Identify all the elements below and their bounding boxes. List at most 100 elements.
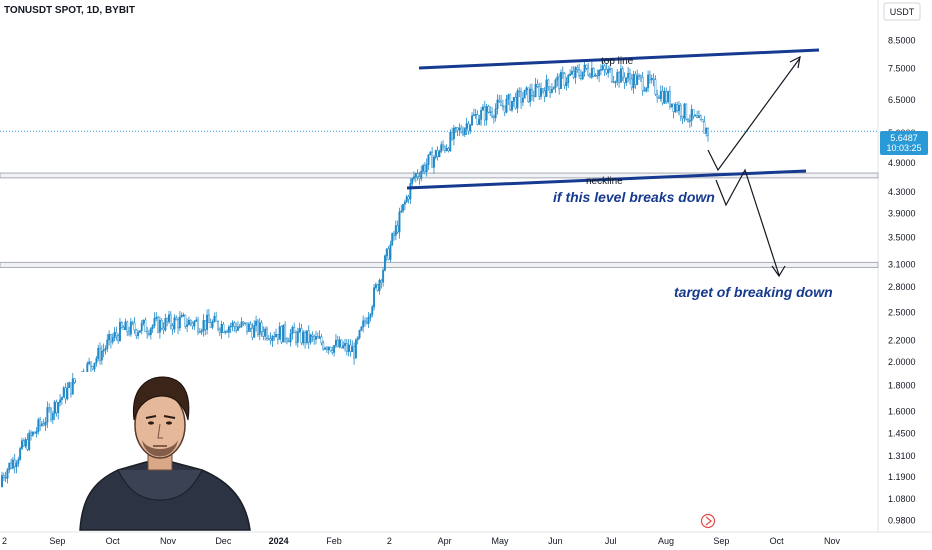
candle-body <box>590 68 593 78</box>
candle-body <box>295 332 297 343</box>
candle-body <box>498 99 501 102</box>
candle-body <box>316 336 319 339</box>
candle-body <box>630 78 633 89</box>
candle-body <box>275 334 278 338</box>
candle-body <box>66 387 69 400</box>
candle-body <box>683 103 686 119</box>
candle-body <box>489 111 492 113</box>
candle-body <box>285 338 288 342</box>
candle-body <box>122 327 125 330</box>
candle-body <box>505 98 508 113</box>
candle-body <box>100 351 103 361</box>
y-tick-label: 1.8000 <box>888 380 916 390</box>
candle-body <box>322 342 325 350</box>
candle-body <box>244 322 247 324</box>
candle-body <box>583 64 586 73</box>
candle-body <box>191 322 194 327</box>
candle-body <box>289 333 292 343</box>
candle-body <box>616 72 619 83</box>
currency-box[interactable] <box>883 2 921 21</box>
candle-body <box>478 119 481 125</box>
candle-body <box>665 91 668 103</box>
candle-body <box>324 347 327 350</box>
y-axis: 8.50007.50006.50005.60004.90004.30003.90… <box>888 35 916 525</box>
candle-body <box>511 101 513 111</box>
candle-body <box>647 74 650 89</box>
candle-body <box>344 343 346 346</box>
candle-body <box>514 97 517 109</box>
candle-body <box>146 331 149 334</box>
candle-body <box>383 255 386 271</box>
x-tick-label: May <box>491 536 509 546</box>
candle-body <box>659 90 662 99</box>
candle-body <box>690 109 693 121</box>
candle-body <box>500 101 503 107</box>
candle-body <box>516 90 519 109</box>
candle-body <box>51 413 54 420</box>
candle-body <box>224 331 227 333</box>
candle-body <box>599 69 602 71</box>
candle-body <box>318 336 321 339</box>
candle-body <box>351 346 354 352</box>
candle-body <box>305 330 308 343</box>
portrait-illustration <box>76 372 253 531</box>
candle-body <box>701 119 704 123</box>
candle-body <box>137 332 140 336</box>
candle-body <box>431 151 434 168</box>
candle-body <box>278 326 281 340</box>
candle-body <box>661 90 664 104</box>
candle-body <box>189 319 192 324</box>
chart-title: TONUSDT SPOT, 1D, BYBIT <box>4 5 135 16</box>
candle-body <box>173 317 176 330</box>
candle-body <box>311 334 314 337</box>
candle-body <box>155 316 158 319</box>
candle-body <box>679 105 682 117</box>
candle-body <box>115 332 118 336</box>
candle-body <box>209 322 212 328</box>
candle-body <box>365 321 368 324</box>
candle-body <box>260 322 263 332</box>
candle-body <box>264 328 267 337</box>
replay-icon[interactable] <box>700 513 716 529</box>
candle-body <box>610 68 613 82</box>
candle-body <box>663 91 666 104</box>
candle-body <box>4 477 7 479</box>
candle-body <box>463 128 466 136</box>
candle-body <box>218 328 221 333</box>
candle-body <box>262 331 265 337</box>
candle-body <box>540 88 542 97</box>
candle-body <box>472 114 475 116</box>
candle-body <box>280 326 283 343</box>
candle-body <box>158 320 161 333</box>
candle-body <box>552 87 555 90</box>
upside-projection-arrow <box>707 57 801 172</box>
top-line-label: top line <box>601 56 634 67</box>
candle-body <box>340 339 343 349</box>
neckline-trendline[interactable] <box>406 169 807 190</box>
candle-body <box>133 322 136 331</box>
top-trendline[interactable] <box>418 48 820 70</box>
candle-body <box>639 75 642 78</box>
candle-body <box>501 105 504 107</box>
candle-body <box>68 382 71 389</box>
candle-body <box>71 378 74 395</box>
currency-label[interactable]: USDT <box>890 7 915 17</box>
candle-body <box>124 321 127 330</box>
candle-body <box>358 330 361 339</box>
candle-body <box>247 323 250 332</box>
candle-body <box>627 73 630 79</box>
candle-body <box>482 106 484 111</box>
candle-body <box>507 94 510 100</box>
target-note: target of breaking down <box>674 284 833 300</box>
candle-body <box>300 328 303 344</box>
candle-body <box>255 320 258 326</box>
candle-body <box>389 244 392 260</box>
candle-body <box>30 432 32 436</box>
candle-body <box>15 462 18 468</box>
candle-body <box>240 321 243 327</box>
candle-body <box>494 108 497 119</box>
candle-body <box>282 324 285 343</box>
candle-body <box>157 316 160 333</box>
candle-body <box>193 321 196 327</box>
